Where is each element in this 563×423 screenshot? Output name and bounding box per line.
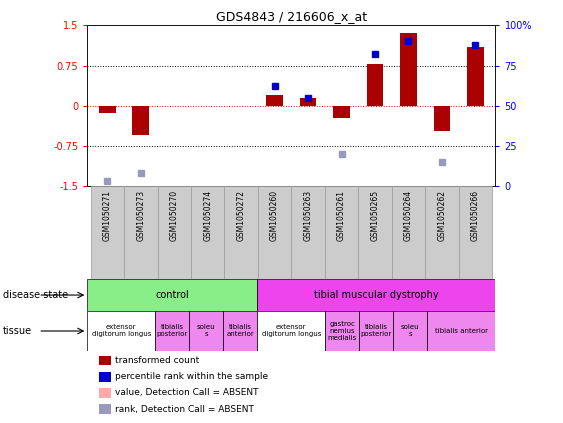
Text: value, Detection Call = ABSENT: value, Detection Call = ABSENT (115, 388, 259, 398)
Bar (427, 311, 495, 351)
Bar (367, 64, 383, 106)
Bar (191, 186, 225, 279)
Bar (155, 311, 189, 351)
Text: GSM1050273: GSM1050273 (136, 190, 145, 241)
Text: GSM1050266: GSM1050266 (471, 190, 480, 241)
Text: tibialis
posterior: tibialis posterior (361, 324, 392, 338)
Bar (224, 311, 257, 351)
Text: tibial muscular dystrophy: tibial muscular dystrophy (314, 290, 439, 300)
Bar (400, 33, 417, 106)
Text: GSM1050272: GSM1050272 (236, 190, 245, 241)
Bar (257, 279, 495, 311)
Bar (425, 186, 459, 279)
Text: tissue: tissue (3, 326, 32, 336)
Bar (266, 95, 283, 106)
Bar (359, 311, 394, 351)
Bar (158, 186, 191, 279)
Bar (257, 311, 325, 351)
Text: GSM1050265: GSM1050265 (370, 190, 379, 241)
Bar (87, 279, 257, 311)
Bar (333, 106, 350, 118)
Bar (325, 186, 358, 279)
Text: tibialis
posterior: tibialis posterior (157, 324, 188, 338)
Bar (91, 186, 124, 279)
Text: extensor
digitorum longus: extensor digitorum longus (262, 324, 321, 338)
Text: GSM1050261: GSM1050261 (337, 190, 346, 241)
Text: soleu
s: soleu s (197, 324, 216, 338)
Text: GSM1050271: GSM1050271 (103, 190, 112, 241)
Bar (434, 106, 450, 132)
Bar (467, 47, 484, 106)
Text: percentile rank within the sample: percentile rank within the sample (115, 372, 269, 382)
Text: GSM1050262: GSM1050262 (437, 190, 446, 241)
Bar (392, 186, 425, 279)
Text: soleu
s: soleu s (401, 324, 419, 338)
Text: GSM1050260: GSM1050260 (270, 190, 279, 241)
Text: GSM1050270: GSM1050270 (170, 190, 179, 241)
Text: disease state: disease state (3, 290, 68, 300)
Bar (189, 311, 224, 351)
Bar (459, 186, 492, 279)
Bar (258, 186, 292, 279)
Title: GDS4843 / 216606_x_at: GDS4843 / 216606_x_at (216, 10, 367, 23)
Text: transformed count: transformed count (115, 356, 200, 365)
Bar (292, 186, 325, 279)
Text: GSM1050264: GSM1050264 (404, 190, 413, 241)
Text: extensor
digitorum longus: extensor digitorum longus (92, 324, 151, 338)
Bar (394, 311, 427, 351)
Bar (225, 186, 258, 279)
Bar (87, 311, 155, 351)
Bar (300, 98, 316, 106)
Bar (132, 106, 149, 135)
Text: control: control (155, 290, 189, 300)
Text: GSM1050263: GSM1050263 (303, 190, 312, 241)
Text: gastroc
nemius
medialis: gastroc nemius medialis (328, 321, 357, 341)
Text: rank, Detection Call = ABSENT: rank, Detection Call = ABSENT (115, 404, 254, 414)
Bar (124, 186, 158, 279)
Text: tibialis anterior: tibialis anterior (435, 328, 488, 334)
Text: GSM1050274: GSM1050274 (203, 190, 212, 241)
Bar (99, 106, 116, 113)
Text: tibialis
anterior: tibialis anterior (226, 324, 254, 338)
Bar (358, 186, 392, 279)
Bar (325, 311, 359, 351)
